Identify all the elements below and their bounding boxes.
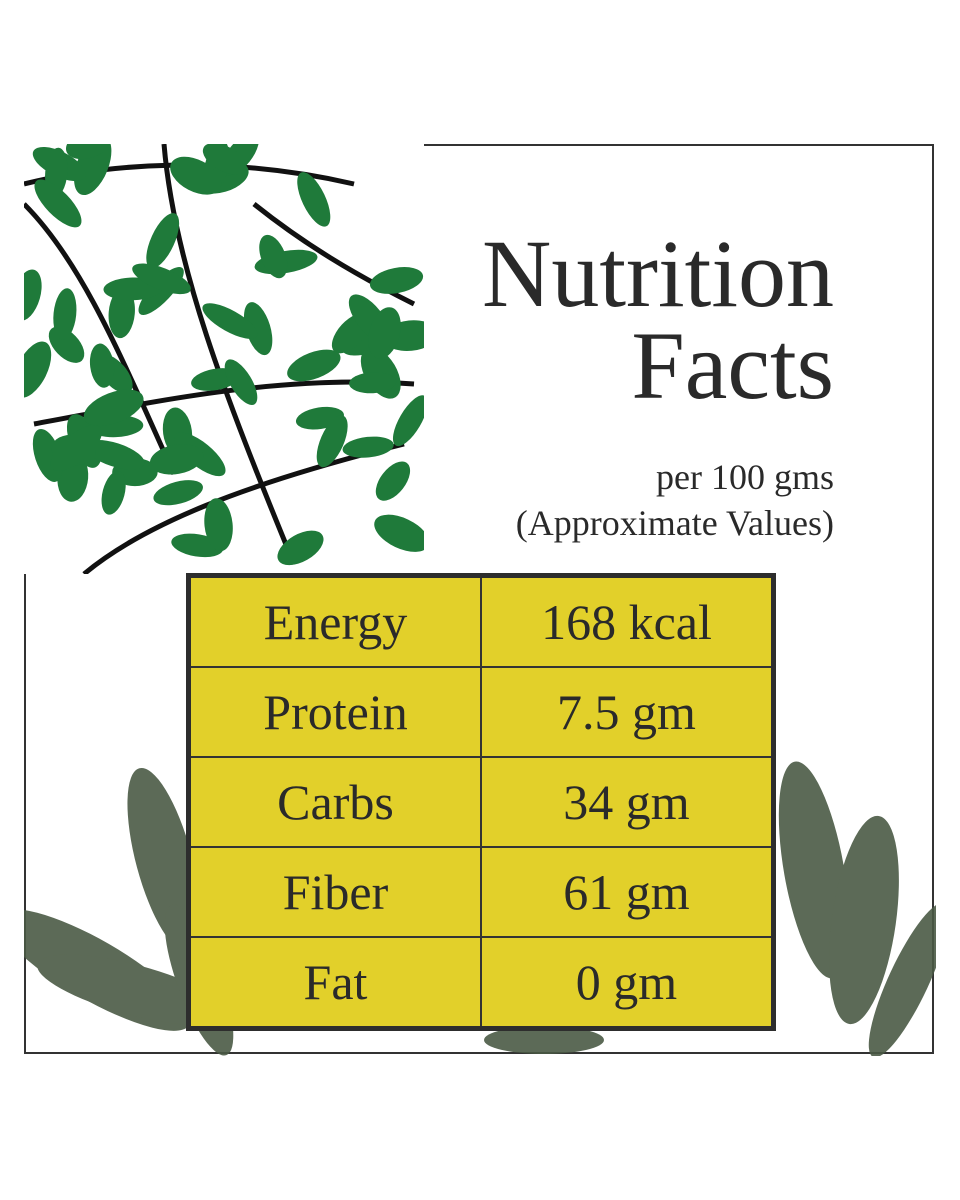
nutrition-table: Energy 168 kcal Protein 7.5 gm Carbs 34 gm … [186,573,776,1031]
nutrient-value: 61 gm [480,846,775,938]
leaf-shape [85,440,145,470]
leaf-shape [101,471,126,515]
leaf-shape [277,530,324,566]
table-row: Protein 7.5 gm [187,666,775,758]
nutrient-value: 7.5 gm [480,666,775,758]
title-line-1: Nutrition [482,220,834,327]
nutrient-value: 34 gm [480,756,775,848]
leaf-shape [287,349,341,382]
leaf-shape [202,303,258,339]
nutrient-name: Fiber [187,846,482,938]
leaf-pattern-illustration [24,144,424,574]
card-frame [24,144,934,1054]
leaf-shape [24,341,52,398]
leaf-shape [243,302,273,356]
leaf-shape [34,179,82,228]
nutrient-value: 0 gm [480,936,775,1030]
subtitle-line-2: (Approximate Values) [515,503,834,543]
nutrient-name: Energy [187,574,482,668]
nutrient-name: Carbs [187,756,482,848]
table-row: Fat 0 gm [187,936,775,1030]
leaf-shape [202,144,247,175]
leaf-shape [316,415,348,468]
leaf-shape [50,425,102,471]
subtitle: per 100 gms (Approximate Values) [516,454,834,546]
leaf-shapes [24,144,424,566]
page-title: Nutrition Facts [482,220,834,419]
leaf-shape [369,267,424,294]
table-row: Fiber 61 gm [187,846,775,938]
leaf-shape [53,288,77,340]
leaf-shape [392,395,424,447]
table-row: Carbs 34 gm [187,756,775,848]
leaf-shape [342,436,394,458]
leaf-shape [132,263,191,295]
subtitle-line-1: per 100 gms [656,457,834,497]
leaf-shape [224,359,258,406]
leaf-shape [146,213,180,269]
table-row: Energy 168 kcal [187,574,775,668]
leaf-shape [368,307,401,359]
leaf-shape [204,498,233,552]
title-line-2: Facts [631,312,834,419]
leaf-shape [89,343,115,388]
leaf-shape [375,461,411,501]
leaf-shape [170,156,222,195]
leaf-shape [65,144,111,160]
nutrient-name: Protein [187,666,482,758]
bottom-leaves-illustration [24,761,936,1056]
leaf-shape [24,269,42,321]
leaf-shape [297,172,331,227]
leaf-shape [259,234,288,279]
leaf-shape [374,514,424,552]
leaf-shape [83,389,144,427]
nutrient-value: 168 kcal [480,574,775,668]
leaf-shape [153,480,203,506]
leaf-shape [349,372,397,394]
nutrient-name: Fat [187,936,482,1030]
leaf-shape [149,444,204,475]
